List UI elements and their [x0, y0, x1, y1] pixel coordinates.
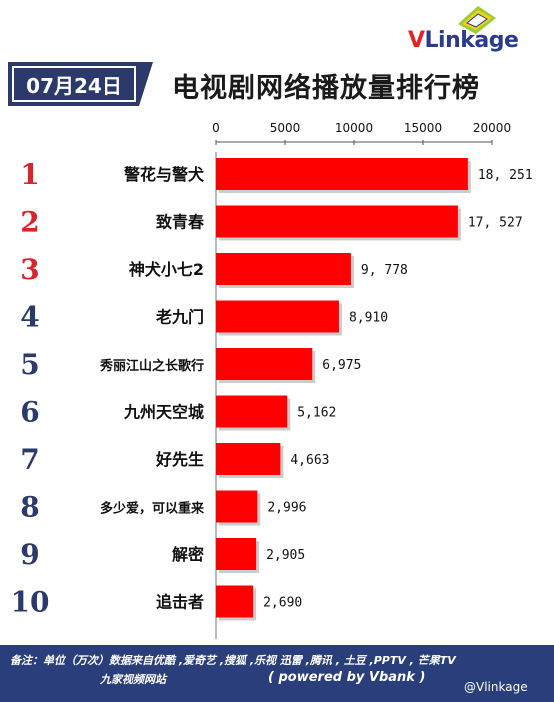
- category-label: 神犬小七2: [129, 260, 204, 279]
- rank-number: 10: [11, 586, 50, 619]
- bar-value-label: 9, 778: [361, 263, 408, 278]
- vlinkage-logo: VLinkage: [408, 4, 550, 58]
- bar: [216, 253, 351, 285]
- powered-by-label: ( powered by Vbank ): [268, 670, 426, 685]
- bar-value-label: 5,162: [297, 406, 336, 421]
- footer-band: 备注：单位（万次）数据来自优酷 ,爱奇艺 ,搜狐 ,乐视 迅雷 ,腾讯 , 土豆…: [0, 645, 554, 702]
- logo-wordmark: VLinkage: [408, 28, 519, 53]
- page-title: 电视剧网络播放量排行榜: [172, 73, 480, 104]
- logo-v: V: [408, 28, 425, 53]
- rank-number: 9: [20, 538, 39, 571]
- logo-emblem-icon: [458, 6, 496, 34]
- rank-number: 7: [20, 443, 39, 476]
- rank-number: 8: [20, 491, 39, 524]
- bar: [216, 538, 257, 570]
- bar-value-label: 2,690: [263, 596, 302, 611]
- x-tick-label: 15000: [404, 121, 442, 135]
- bar-value-label: 2,996: [267, 501, 306, 516]
- social-handle: @Vlinkage: [464, 680, 528, 694]
- x-tick-label: 0: [212, 121, 220, 135]
- rank-number: 3: [20, 253, 39, 286]
- bar: [216, 395, 288, 428]
- rank-number: 6: [20, 396, 39, 429]
- category-label: 解密: [172, 545, 204, 564]
- bar-value-label: 18, 251: [478, 168, 533, 183]
- rank-number: 1: [20, 158, 39, 191]
- bar: [216, 205, 458, 238]
- rank-number: 2: [20, 206, 39, 239]
- date-badge: 07月24日: [8, 62, 153, 106]
- bar-value-label: 4,663: [290, 453, 329, 468]
- ranking-bar-chart: 0 5000 10000 15000 20000 18, 251 警花与警犬 1 17, 527…: [11, 121, 533, 639]
- category-label: 警花与警犬: [123, 165, 205, 184]
- date-badge-background: [8, 62, 153, 106]
- bar: [216, 585, 254, 618]
- category-label: 秀丽江山之长歌行: [99, 358, 204, 374]
- bar: [216, 158, 468, 190]
- bar-value-label: 6,975: [322, 358, 361, 373]
- footer-note-line2: 九家视频网站: [100, 673, 166, 686]
- footer-note-line1: 备注：单位（万次）数据来自优酷 ,爱奇艺 ,搜狐 ,乐视 迅雷 ,腾讯 , 土豆…: [10, 654, 456, 667]
- x-tick-label: 20000: [473, 121, 511, 135]
- bar-value-label: 17, 527: [468, 216, 523, 231]
- bar-value-label: 2,905: [266, 548, 305, 563]
- category-label: 多少爱，可以重来: [100, 501, 205, 517]
- bar: [216, 490, 258, 523]
- date-label: 07月24日: [12, 66, 136, 102]
- x-tick-label: 5000: [270, 121, 301, 135]
- category-label: 好先生: [155, 450, 204, 469]
- logo-rest: Linkage: [424, 28, 519, 53]
- category-label: 九州天空城: [123, 403, 204, 422]
- x-tick-label: 10000: [335, 121, 373, 135]
- rank-number: 5: [20, 348, 39, 381]
- rank-number: 4: [20, 301, 39, 334]
- bar: [216, 443, 281, 475]
- bar: [216, 300, 339, 333]
- category-label: 老九门: [155, 308, 204, 327]
- category-label: 追击者: [156, 593, 204, 612]
- category-label: 致青春: [156, 213, 205, 232]
- bar: [216, 348, 313, 380]
- bar-value-label: 8,910: [349, 311, 388, 326]
